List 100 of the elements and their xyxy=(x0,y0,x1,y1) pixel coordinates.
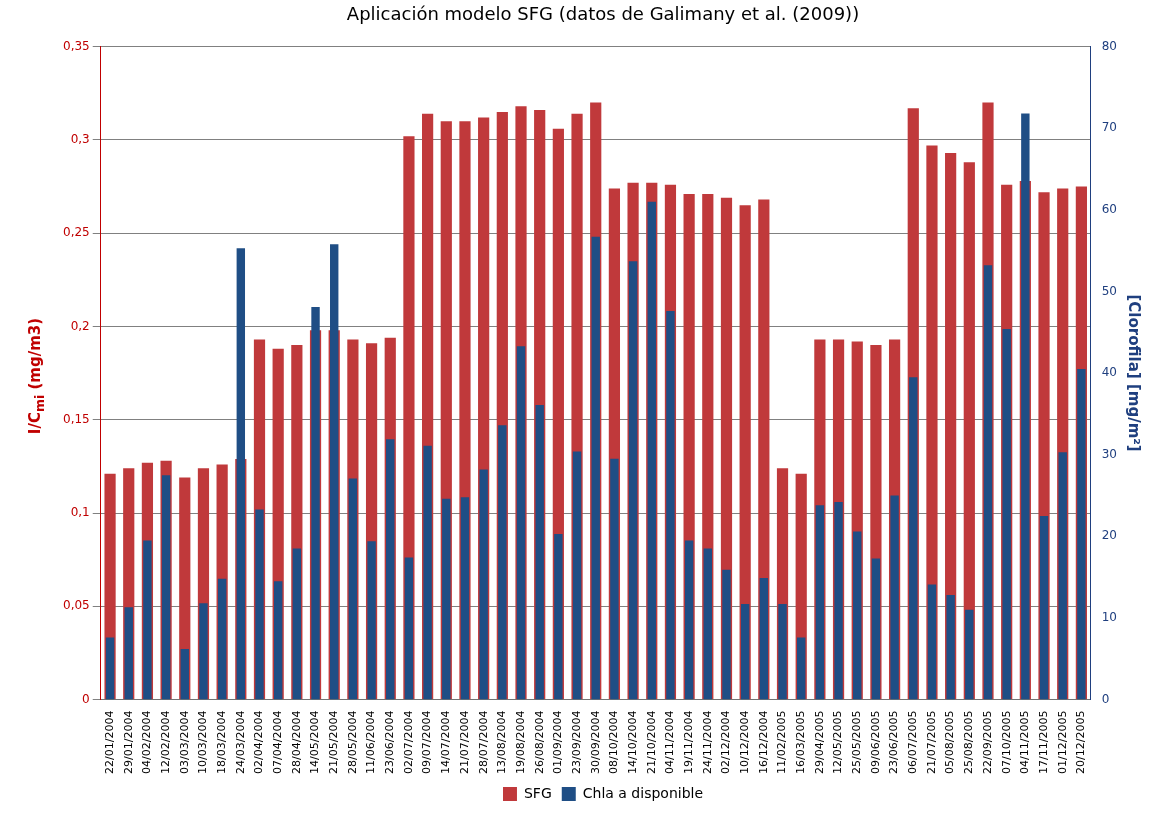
x-tick-label: 21/07/2005 xyxy=(924,710,938,775)
bar xyxy=(330,244,339,700)
bar xyxy=(386,439,395,700)
bar xyxy=(834,502,843,700)
bar xyxy=(965,609,974,700)
x-tick-label: 11/02/2005 xyxy=(775,710,789,775)
chart-title: Aplicación modelo SFG (datos de Galimany et al. (2009)) xyxy=(346,3,860,25)
legend-label: Chla a disponible xyxy=(582,784,704,801)
x-tick-label: 24/03/2004 xyxy=(233,710,247,775)
x-tick-label: 23/06/2004 xyxy=(383,710,397,775)
bar xyxy=(255,509,264,700)
x-tick-label: 04/11/2005 xyxy=(1018,710,1032,775)
x-tick-label: 14/10/2004 xyxy=(625,710,639,775)
x-tick-label: 16/03/2005 xyxy=(794,710,808,775)
x-tick-label: 01/09/2004 xyxy=(551,710,565,775)
x-tick-label: 21/05/2004 xyxy=(327,710,341,775)
y2-tick-label: 70 xyxy=(1101,120,1118,135)
y-tick-label: 0,15 xyxy=(63,411,90,426)
bar xyxy=(180,648,189,700)
bar xyxy=(442,498,451,700)
x-tick-label: 22/01/2004 xyxy=(102,710,116,775)
x-tick-label: 23/06/2005 xyxy=(887,710,901,775)
x-tick-label: 02/04/2004 xyxy=(252,710,266,775)
x-tick-label: 21/10/2004 xyxy=(644,710,658,775)
x-tick-label: 19/08/2004 xyxy=(513,710,527,775)
legend-label: SFG xyxy=(523,784,552,801)
y-tick-label: 0,05 xyxy=(63,598,90,613)
x-tick-label: 07/10/2005 xyxy=(999,710,1013,775)
bar xyxy=(946,595,955,700)
bar xyxy=(498,425,507,700)
x-tick-label: 28/07/2004 xyxy=(476,710,490,775)
x-tick-label: 24/11/2004 xyxy=(700,710,714,775)
y2-tick-label: 30 xyxy=(1101,446,1118,461)
y2-tick-label: 10 xyxy=(1101,610,1118,625)
x-tick-label: 13/08/2004 xyxy=(495,710,509,775)
x-tick-label: 12/05/2005 xyxy=(831,710,845,775)
bar xyxy=(105,637,115,700)
x-tick-label: 02/07/2004 xyxy=(401,710,415,775)
y-tick-label: 0,2 xyxy=(70,318,90,333)
x-tick-label: 14/05/2004 xyxy=(308,710,322,775)
bar xyxy=(1058,452,1067,700)
y2-tick-label: 80 xyxy=(1101,38,1118,53)
x-tick-label: 18/03/2004 xyxy=(214,710,228,775)
x-tick-label: 11/06/2004 xyxy=(364,710,378,775)
bar xyxy=(666,311,675,700)
bar xyxy=(423,445,432,700)
x-tick-label: 09/07/2004 xyxy=(420,710,434,775)
bar xyxy=(909,377,918,700)
bar xyxy=(703,548,712,700)
x-tick-label: 12/02/2004 xyxy=(158,710,172,775)
bar xyxy=(778,604,787,700)
x-tick-label: 20/12/2005 xyxy=(1074,710,1088,775)
bar xyxy=(740,604,750,700)
bar xyxy=(927,584,937,700)
y2-tick-label: 40 xyxy=(1101,365,1118,380)
bar xyxy=(890,495,899,700)
bar xyxy=(1077,369,1086,700)
bar xyxy=(853,531,862,700)
y-tick-label: 0,3 xyxy=(70,132,90,147)
x-tick-label: 01/12/2005 xyxy=(1055,710,1069,775)
bar xyxy=(199,603,208,700)
bar xyxy=(479,469,488,700)
x-tick-label: 26/08/2004 xyxy=(532,710,546,775)
x-tick-label: 17/11/2005 xyxy=(1036,710,1050,775)
y-tick-label: 0,1 xyxy=(70,505,90,520)
y2-tick-label: 50 xyxy=(1101,283,1118,298)
x-tick-label: 14/07/2004 xyxy=(439,710,453,775)
x-tick-label: 07/04/2004 xyxy=(271,710,285,775)
x-tick-label: 09/06/2005 xyxy=(868,710,882,775)
y2-tick-label: 60 xyxy=(1101,201,1118,216)
x-tick-label: 28/04/2004 xyxy=(289,710,303,775)
bar xyxy=(722,569,731,700)
bar xyxy=(367,541,376,700)
x-tick-label: 30/09/2004 xyxy=(588,710,602,775)
x-tick-label: 06/07/2005 xyxy=(906,710,920,775)
x-tick-label: 25/05/2005 xyxy=(850,710,864,775)
bar xyxy=(759,577,769,700)
y-tick-label: 0 xyxy=(82,691,90,706)
x-tick-label: 08/10/2004 xyxy=(607,710,621,775)
bar xyxy=(684,540,694,700)
y-tick-label: 0,35 xyxy=(63,38,90,53)
bar xyxy=(311,306,320,700)
x-tick-label: 10/03/2004 xyxy=(196,710,210,775)
x-tick-label: 29/04/2005 xyxy=(812,710,826,775)
y2-tick-label: 20 xyxy=(1101,528,1118,543)
x-tick-label: 19/11/2004 xyxy=(681,710,695,775)
x-tick-label: 29/01/2004 xyxy=(121,710,135,775)
bar xyxy=(797,637,806,700)
x-tick-label: 22/09/2005 xyxy=(980,710,994,775)
x-tick-label: 04/11/2004 xyxy=(663,710,677,775)
bar xyxy=(1002,329,1011,700)
bar xyxy=(1021,113,1030,700)
y2-axis-title: [Clorofila] [mg/m²] xyxy=(1125,294,1144,452)
x-tick-label: 03/03/2004 xyxy=(177,710,191,775)
x-tick-label: 28/05/2004 xyxy=(345,710,359,775)
bar xyxy=(535,404,544,700)
x-tick-label: 04/02/2004 xyxy=(140,710,154,775)
x-tick-label: 21/07/2004 xyxy=(457,710,471,775)
bar xyxy=(404,557,414,700)
x-tick-label: 05/08/2005 xyxy=(943,710,957,775)
